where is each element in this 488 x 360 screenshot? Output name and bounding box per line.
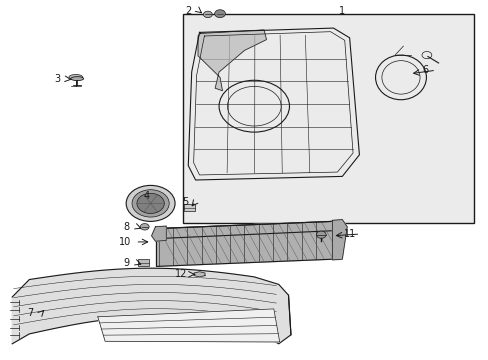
Text: 2: 2	[185, 6, 191, 16]
Polygon shape	[198, 30, 266, 91]
Text: 12: 12	[174, 269, 187, 279]
Polygon shape	[332, 220, 346, 260]
Text: 7: 7	[27, 308, 33, 318]
Text: 3: 3	[55, 74, 61, 84]
Ellipse shape	[71, 77, 83, 81]
Bar	[138, 259, 148, 266]
Circle shape	[140, 224, 149, 230]
Circle shape	[316, 231, 325, 238]
Bar	[183, 14, 473, 223]
Polygon shape	[151, 226, 166, 241]
Circle shape	[214, 10, 225, 18]
Text: 11: 11	[343, 229, 355, 239]
Text: 10: 10	[118, 237, 131, 247]
Bar	[184, 204, 195, 211]
Text: 6: 6	[422, 65, 427, 75]
Text: 5: 5	[182, 197, 187, 207]
Text: 4: 4	[143, 191, 149, 201]
Text: 1: 1	[339, 6, 345, 16]
Text: 9: 9	[123, 258, 129, 268]
Circle shape	[132, 190, 169, 217]
Text: 8: 8	[123, 222, 129, 232]
Polygon shape	[194, 272, 204, 277]
Circle shape	[137, 193, 164, 213]
Polygon shape	[156, 221, 332, 266]
Polygon shape	[156, 221, 339, 238]
Ellipse shape	[69, 75, 82, 80]
Circle shape	[203, 11, 212, 18]
Circle shape	[126, 185, 175, 221]
Polygon shape	[12, 268, 290, 344]
Polygon shape	[98, 309, 279, 342]
